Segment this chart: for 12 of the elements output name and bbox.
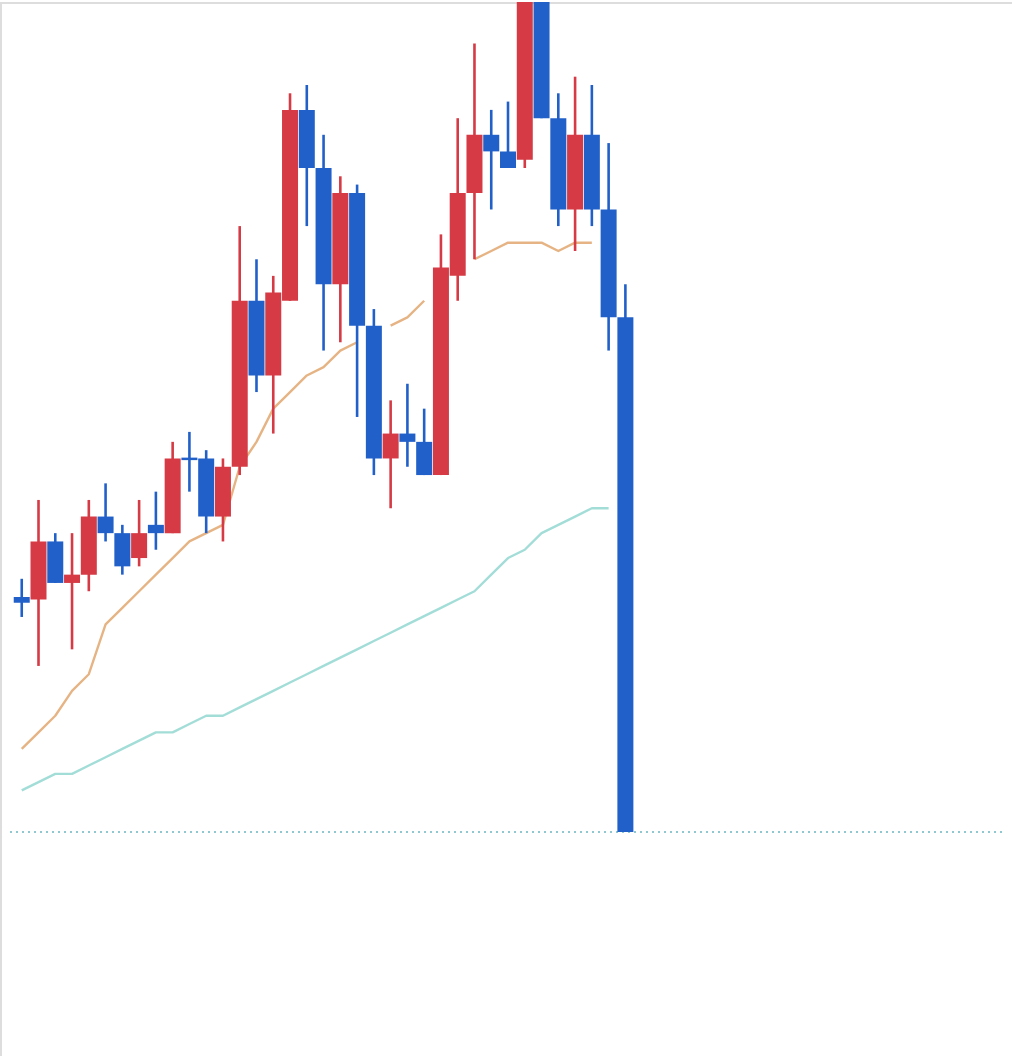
candlestick	[382, 399, 399, 510]
candlestick	[500, 100, 517, 170]
candlestick	[114, 523, 131, 576]
candlestick	[97, 482, 114, 543]
candlestick	[131, 498, 148, 568]
candlestick	[399, 382, 416, 469]
candlestick	[416, 407, 433, 477]
candlestick	[47, 531, 64, 585]
candlestick	[147, 490, 164, 552]
candlestick	[13, 577, 30, 619]
candlestick	[64, 531, 81, 651]
candlestick	[483, 108, 500, 211]
